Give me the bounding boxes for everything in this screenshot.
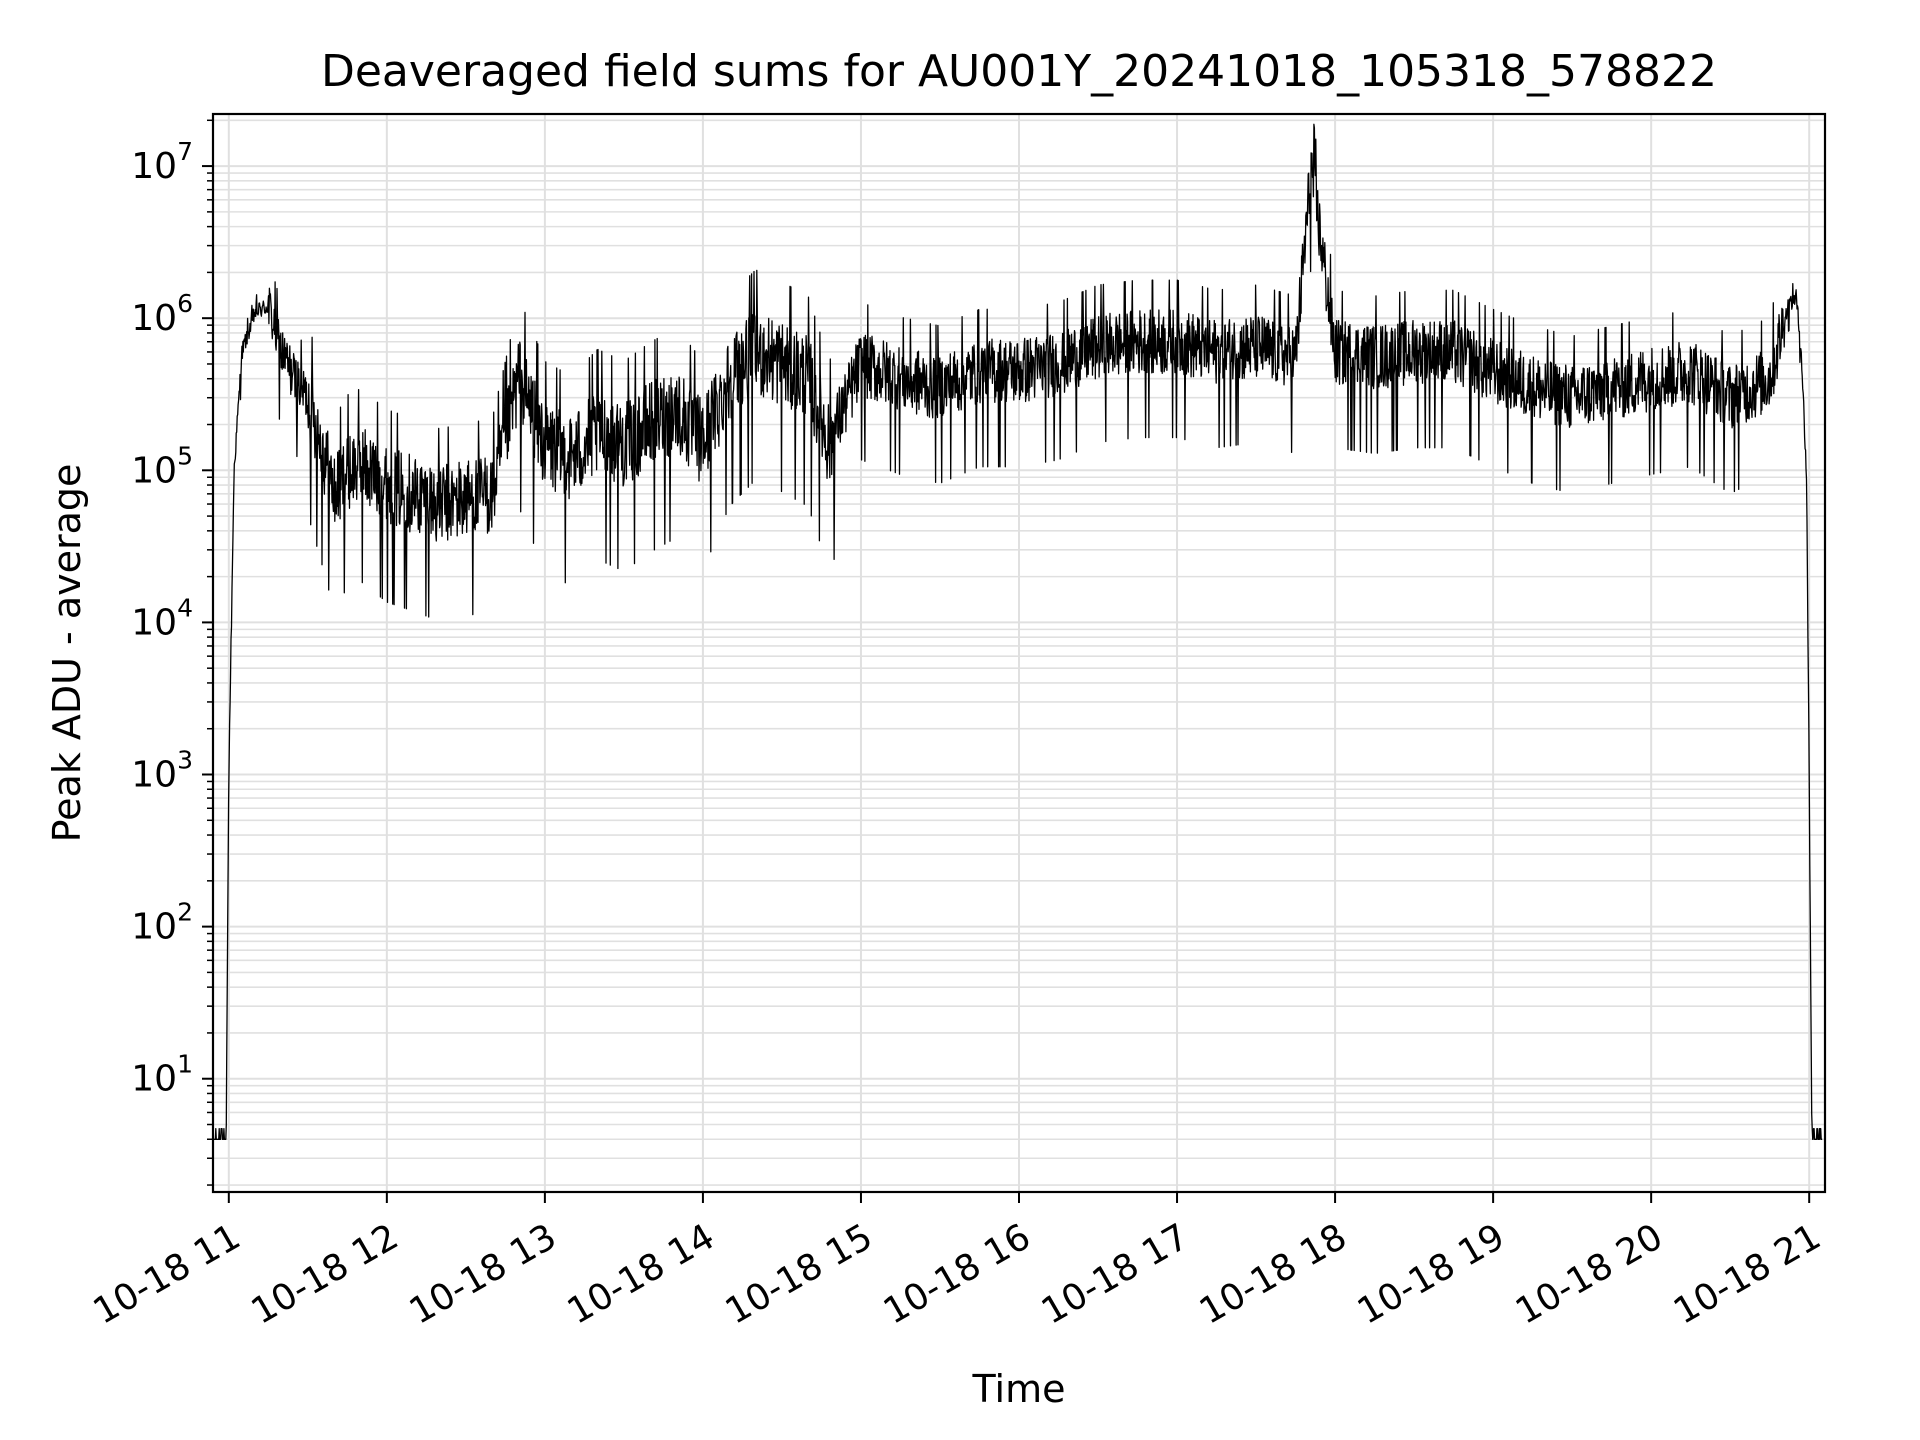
y-tick-label: 103 bbox=[131, 746, 193, 796]
x-tick-label: 10-18 14 bbox=[561, 1216, 722, 1332]
y-tick-exponent: 7 bbox=[177, 137, 193, 166]
x-tick-label: 10-18 19 bbox=[1351, 1216, 1512, 1332]
y-axis-label: Peak ADU - average bbox=[45, 464, 89, 843]
x-tick-label: 10-18 17 bbox=[1035, 1216, 1196, 1332]
y-tick-base: 10 bbox=[131, 907, 177, 948]
y-tick-base: 10 bbox=[131, 602, 177, 643]
x-tick-label: 10-18 12 bbox=[245, 1216, 406, 1332]
chart-title: Deaveraged field sums for AU001Y_2024101… bbox=[321, 46, 1717, 97]
x-tick-label: 10-18 18 bbox=[1193, 1216, 1354, 1332]
y-tick-label: 106 bbox=[131, 289, 193, 339]
y-tick-exponent: 4 bbox=[177, 593, 193, 622]
x-tick-label: 10-18 13 bbox=[403, 1216, 564, 1332]
y-tick-label: 104 bbox=[131, 593, 193, 643]
y-tick-label: 105 bbox=[131, 441, 193, 491]
x-tick-label: 10-18 20 bbox=[1509, 1216, 1670, 1332]
y-tick-base: 10 bbox=[131, 450, 177, 491]
y-tick-base: 10 bbox=[131, 298, 177, 339]
grid bbox=[213, 114, 1825, 1192]
y-tick-exponent: 3 bbox=[177, 746, 193, 775]
y-tick-label: 107 bbox=[131, 137, 193, 187]
y-tick-base: 10 bbox=[131, 755, 177, 796]
y-tick-label: 101 bbox=[131, 1050, 193, 1100]
x-tick-label: 10-18 21 bbox=[1667, 1216, 1828, 1332]
y-tick-label: 102 bbox=[131, 898, 193, 948]
y-tick-exponent: 5 bbox=[177, 441, 193, 470]
y-tick-exponent: 2 bbox=[177, 898, 193, 927]
y-tick-exponent: 6 bbox=[177, 289, 193, 318]
x-tick-label: 10-18 15 bbox=[719, 1216, 880, 1332]
y-tick-exponent: 1 bbox=[177, 1050, 193, 1079]
x-tick-label: 10-18 11 bbox=[87, 1216, 248, 1332]
plot-area bbox=[212, 123, 1823, 1140]
y-tick-base: 10 bbox=[131, 146, 177, 187]
series-line bbox=[212, 123, 1823, 1140]
x-axis-label: Time bbox=[972, 1367, 1066, 1411]
x-tick-label: 10-18 16 bbox=[877, 1216, 1038, 1332]
y-tick-base: 10 bbox=[131, 1059, 177, 1100]
